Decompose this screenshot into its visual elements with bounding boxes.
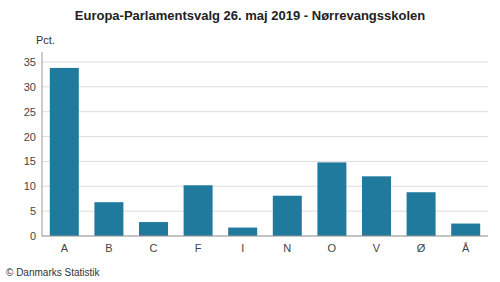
bar xyxy=(407,192,436,236)
chart-container: Europa-Parlamentsvalg 26. maj 2019 - Nør… xyxy=(0,0,500,282)
y-tick-label: 10 xyxy=(24,180,36,192)
x-tick-label: A xyxy=(61,242,69,254)
y-tick-label: 20 xyxy=(24,131,36,143)
x-tick-label: N xyxy=(283,242,291,254)
y-tick-label: 35 xyxy=(24,56,36,68)
grid-line xyxy=(42,236,488,237)
bars xyxy=(50,68,480,236)
x-tick-label: Ø xyxy=(417,242,426,254)
y-axis-label: Pct. xyxy=(36,34,55,46)
bar xyxy=(362,176,391,236)
x-tick-label: O xyxy=(328,242,337,254)
bar xyxy=(317,162,346,236)
y-axis: 0 5 10 15 20 25 30 35 xyxy=(24,56,488,242)
chart-svg: Europa-Parlamentsvalg 26. maj 2019 - Nør… xyxy=(0,0,500,282)
bar xyxy=(273,196,302,236)
grid-line xyxy=(42,161,488,162)
x-tick-label: I xyxy=(241,242,244,254)
bar xyxy=(50,68,79,236)
grid-line xyxy=(42,186,488,187)
grid-line xyxy=(42,136,488,137)
chart-title: Europa-Parlamentsvalg 26. maj 2019 - Nør… xyxy=(75,8,425,23)
footer: © Danmarks Statistik xyxy=(6,267,101,278)
x-tick-label: B xyxy=(105,242,112,254)
y-tick-label: 5 xyxy=(30,205,36,217)
y-tick-label: 30 xyxy=(24,81,36,93)
y-axis-line xyxy=(42,52,43,236)
x-tick-label: V xyxy=(373,242,381,254)
x-axis-line xyxy=(42,236,488,237)
bar xyxy=(94,202,123,236)
y-tick-label: 25 xyxy=(24,106,36,118)
grid-line xyxy=(42,61,488,62)
y-tick-label: 0 xyxy=(30,230,36,242)
x-tick-label: Å xyxy=(462,242,470,254)
bar xyxy=(184,185,213,236)
bar xyxy=(228,228,257,236)
grid-line xyxy=(42,86,488,87)
x-tick-label: C xyxy=(150,242,158,254)
y-tick-label: 15 xyxy=(24,155,36,167)
bar xyxy=(139,222,168,236)
x-axis: ABCFINOVØÅ xyxy=(61,242,470,254)
grid-line xyxy=(42,111,488,112)
bar xyxy=(451,224,480,236)
x-tick-label: F xyxy=(195,242,202,254)
